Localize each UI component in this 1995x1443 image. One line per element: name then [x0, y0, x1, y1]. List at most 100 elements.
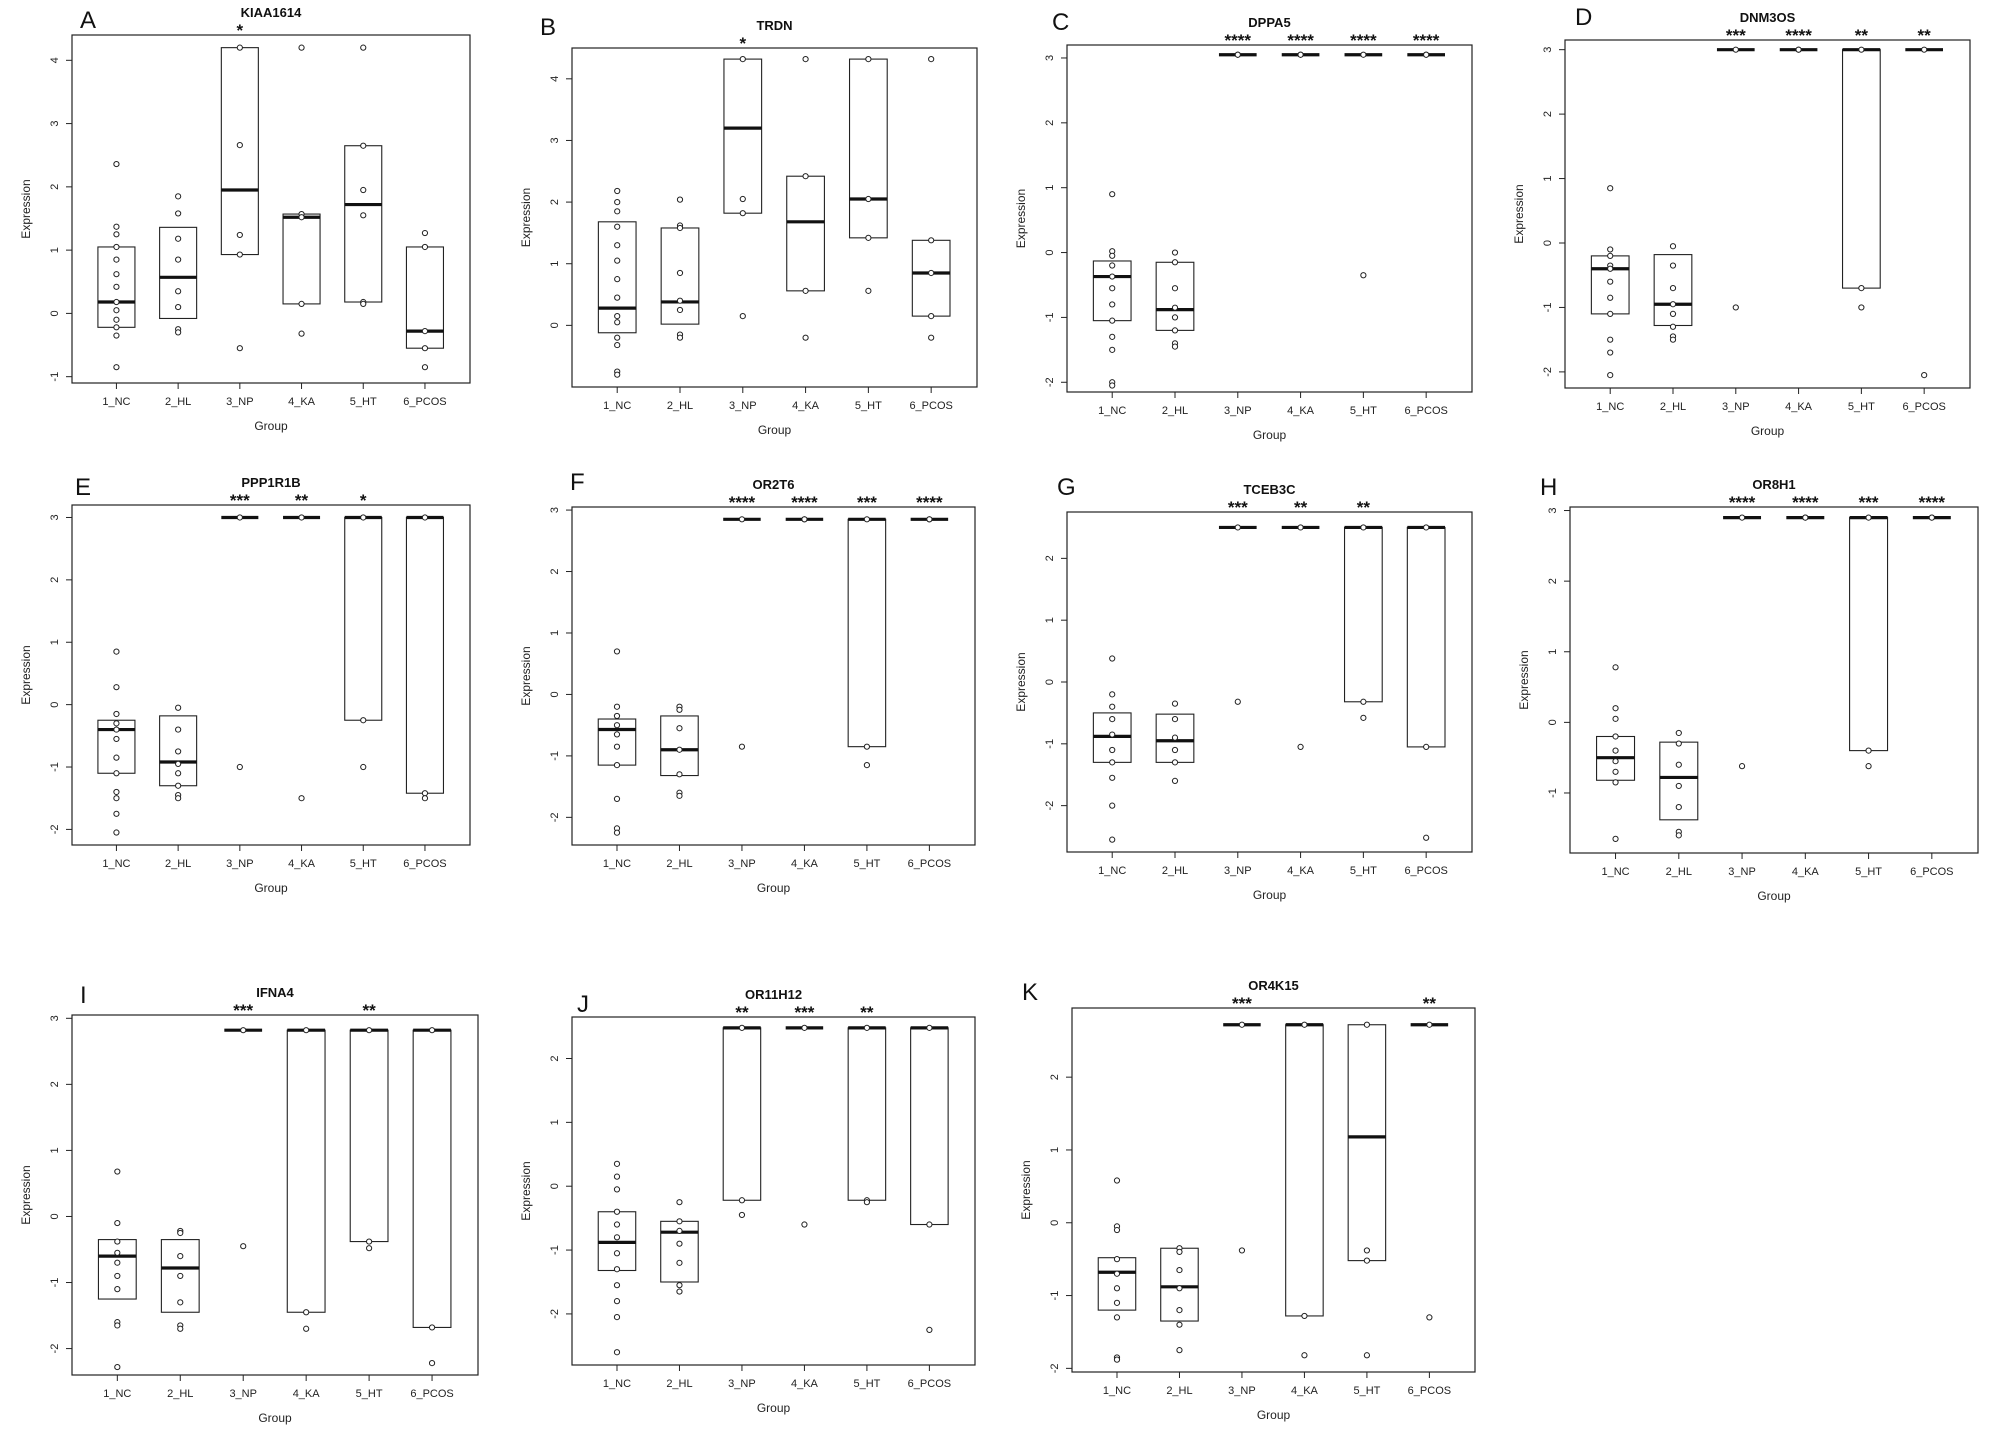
box-3-np [220, 47, 259, 256]
data-point [1738, 763, 1746, 770]
data-point [114, 1363, 121, 1371]
plot-frame [71, 1014, 479, 1376]
data-point [1669, 243, 1677, 250]
data-point [1109, 759, 1116, 766]
data-point [1669, 262, 1677, 269]
significance-marker: **** [916, 493, 943, 512]
data-point [1607, 278, 1614, 285]
data-point [614, 276, 621, 283]
plot-frame [1066, 44, 1473, 393]
x-tick-label: 6_PCOS [909, 400, 952, 412]
box-4-ka [286, 1029, 326, 1313]
data-point [428, 1027, 436, 1034]
x-tick-label: 2_HL [165, 858, 191, 870]
x-tick-label: 5_HT [356, 1388, 383, 1400]
data-point [613, 1234, 621, 1241]
data-point [360, 300, 367, 308]
data-point [175, 795, 182, 802]
significance-marker: ** [1423, 994, 1437, 1013]
y-tick-label: -1 [1542, 303, 1554, 313]
data-point [113, 231, 120, 238]
data-point [1612, 705, 1619, 712]
x-tick-label: 4_KA [1792, 866, 1820, 878]
y-axis-label: Expression [519, 188, 533, 247]
data-point [801, 1024, 808, 1031]
data-point [236, 251, 243, 258]
data-point [1865, 514, 1872, 521]
data-point [421, 328, 429, 335]
data-point [421, 364, 429, 371]
x-tick-label: 2_HL [1660, 401, 1686, 413]
data-point [1109, 191, 1116, 198]
data-point [113, 243, 120, 251]
data-point [114, 1238, 121, 1245]
box-5-ht [344, 145, 383, 303]
data-point [676, 706, 683, 713]
x-tick-label: 1_NC [603, 858, 631, 870]
x-tick-label: 3_NP [1728, 866, 1756, 878]
data-point [613, 743, 621, 750]
data-point [113, 332, 120, 339]
data-point [1675, 740, 1682, 747]
y-tick-label: 0 [49, 310, 61, 316]
data-point [1607, 294, 1614, 301]
x-tick-label: 3_NP [728, 1378, 756, 1390]
y-tick-label: -1 [1049, 1291, 1061, 1301]
data-point [175, 256, 182, 263]
data-point [1363, 1352, 1371, 1359]
data-point [676, 1282, 683, 1289]
y-tick-label: 3 [1542, 47, 1554, 53]
y-tick-label: -1 [49, 762, 61, 772]
panel-title: OR4K15 [1248, 978, 1299, 993]
x-tick-label: 1_NC [1596, 401, 1624, 413]
data-point [177, 1325, 184, 1332]
data-point [1858, 46, 1865, 53]
x-tick-label: 6_PCOS [908, 858, 951, 870]
box-6-pcos [1406, 526, 1446, 748]
data-point [738, 1197, 746, 1204]
data-point [739, 55, 746, 63]
data-point [366, 1238, 373, 1245]
significance-marker: **** [1729, 493, 1756, 512]
box-5-ht [848, 58, 888, 239]
data-point [926, 1221, 933, 1228]
y-tick-label: -1 [1044, 739, 1056, 749]
x-tick-label: 1_NC [603, 400, 631, 412]
panel-g: G TCEB3C -2 -1 0 1 2 1_NC 2_HL 3_NP 4_KA 5_HT 6_PCOS… [1014, 474, 1473, 902]
data-point [114, 1219, 121, 1227]
data-point [676, 1199, 683, 1206]
y-tick-label: 2 [549, 568, 561, 574]
data-point [1426, 1314, 1433, 1321]
data-point [175, 235, 182, 242]
data-point [1607, 185, 1614, 192]
panel-b: B TRDN 0 1 2 3 4 1_NC 2_HL 3_NP 4_KA 5_HT 6_PCOS Grou… [519, 14, 978, 437]
y-tick-label: -2 [49, 825, 61, 835]
data-point [113, 324, 120, 331]
data-point [1607, 246, 1614, 253]
data-point [421, 795, 429, 802]
x-tick-label: 4_KA [1785, 401, 1813, 413]
box-4-ka [786, 175, 825, 292]
data-point [1675, 832, 1682, 839]
y-tick-label: -2 [549, 812, 561, 822]
data-point [298, 214, 305, 221]
box-6-pcos [910, 1027, 949, 1226]
box-2-hl [159, 226, 198, 320]
data-point [676, 725, 683, 732]
significance-marker: *** [857, 493, 877, 512]
data-point [676, 334, 684, 341]
data-point [676, 1218, 683, 1225]
data-point [175, 193, 182, 200]
significance-marker: **** [729, 493, 756, 512]
box-5-ht [847, 518, 887, 748]
y-tick-label: 1 [549, 261, 561, 267]
x-axis-label: Group [757, 881, 791, 895]
plot-frame [571, 506, 976, 846]
data-point [613, 1173, 621, 1180]
data-point [113, 726, 120, 733]
data-point [614, 294, 621, 301]
data-point [1171, 314, 1179, 321]
significance-marker: ** [735, 1003, 749, 1022]
data-point [298, 300, 305, 308]
